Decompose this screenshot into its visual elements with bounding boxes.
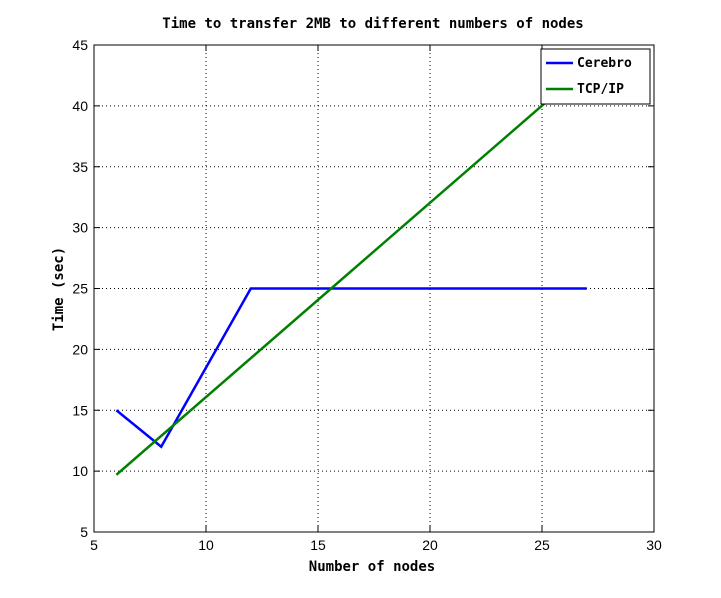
legend: Cerebro TCP/IP	[540, 48, 651, 105]
y-tick-label: 20	[72, 341, 88, 357]
series-line-tcp-ip	[115, 98, 550, 476]
x-axis-label: Number of nodes	[309, 559, 435, 575]
series-line-cerebro	[115, 287, 587, 449]
y-tick-label: 5	[80, 524, 88, 540]
y-tick-label: 10	[72, 463, 88, 479]
y-tick-label: 25	[72, 281, 88, 297]
y-tick-label: 40	[72, 98, 88, 114]
x-tick-label: 10	[198, 537, 214, 553]
y-tick-label: 15	[72, 402, 88, 418]
x-tick-label: 30	[646, 537, 662, 553]
y-tick-label: 35	[72, 159, 88, 175]
axis-ticks: 5 10 15 20 25 30 5 10 15 20 25 30 35 40 45	[72, 37, 662, 553]
chart-title: Time to transfer 2MB to different number…	[162, 16, 583, 32]
series-lines	[115, 98, 587, 476]
y-axis-label: Time (sec)	[51, 247, 67, 331]
x-tick-label: 25	[534, 537, 550, 553]
legend-box	[540, 48, 651, 105]
legend-label: Cerebro	[577, 56, 632, 71]
x-tick-label: 5	[90, 537, 98, 553]
y-tick-label: 30	[72, 220, 88, 236]
y-tick-label: 45	[72, 37, 88, 53]
x-tick-label: 20	[422, 537, 438, 553]
x-tick-label: 15	[310, 537, 326, 553]
legend-label: TCP/IP	[577, 82, 624, 97]
